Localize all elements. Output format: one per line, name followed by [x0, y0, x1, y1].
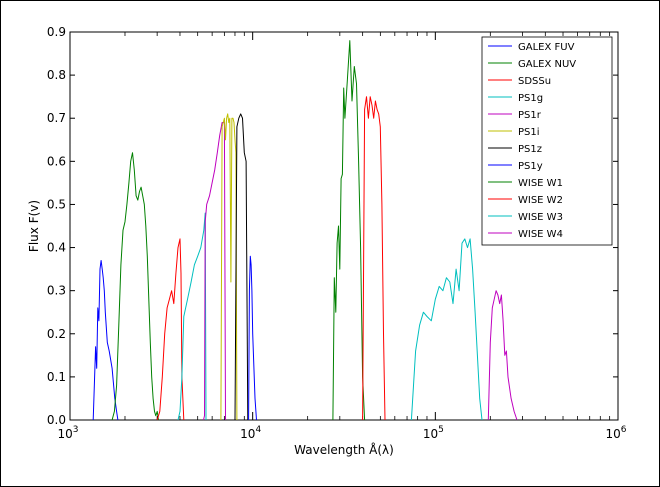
legend-label: PS1z — [518, 144, 542, 155]
series-line-sdssu — [156, 238, 185, 421]
legend-label: WISE W4 — [518, 229, 563, 240]
series-line-ps1z — [234, 113, 249, 421]
series-line-galex-fuv — [92, 260, 119, 421]
legend-box — [481, 36, 613, 246]
y-tick-label: 0.0 — [47, 413, 66, 427]
series-line-ps1g — [177, 212, 207, 421]
y-tick-label: 0.2 — [47, 327, 66, 341]
y-tick-label: 0.4 — [47, 241, 66, 255]
y-tick-label: 0.9 — [47, 25, 66, 39]
legend-label: WISE W1 — [518, 178, 563, 189]
legend-label: PS1y — [518, 161, 543, 172]
series-line-ps1r — [203, 122, 226, 421]
ticks: 0.0 0.1 0.2 0.3 0.4 0.5 0.6 0.7 0.8 0.9 103 104 105 1… — [47, 25, 627, 441]
legend-label: SDSSu — [518, 76, 551, 87]
axes-box — [69, 31, 619, 421]
series-line-ps1i — [220, 113, 238, 421]
y-tick-label: 0.6 — [47, 154, 66, 168]
series-line-wise-w1 — [332, 40, 366, 421]
legend: GALEX FUV GALEX NUV SDSSu PS1g PS1r PS1i PS1z P… — [481, 36, 613, 246]
series-layer — [92, 40, 518, 421]
series-line-ps1y — [248, 255, 257, 421]
y-tick-label: 0.3 — [47, 284, 66, 298]
legend-label: GALEX FUV — [518, 42, 575, 53]
y-tick-label: 0.8 — [47, 68, 66, 82]
legend-label: PS1i — [518, 127, 540, 138]
x-tick-label: 106 — [605, 425, 626, 441]
x-tick-label: 103 — [57, 425, 78, 441]
legend-label: PS1r — [518, 110, 542, 121]
y-axis-label: Flux F(v) — [27, 200, 41, 252]
y-tick-label: 0.5 — [47, 197, 66, 211]
legend-label: WISE W3 — [518, 212, 563, 223]
y-tick-label: 0.1 — [47, 370, 66, 384]
x-tick-label: 105 — [423, 425, 444, 441]
legend-label: PS1g — [518, 93, 543, 104]
series-line-galex-nuv — [111, 152, 159, 421]
legend-label: GALEX NUV — [518, 59, 576, 70]
x-tick-label: 104 — [240, 425, 261, 441]
y-tick-label: 0.7 — [47, 111, 66, 125]
plot-area: 0.0 0.1 0.2 0.3 0.4 0.5 0.6 0.7 0.8 0.9 103 104 105 1… — [47, 25, 627, 441]
series-line-wise-w2 — [362, 96, 386, 421]
series-line-wise-w4 — [487, 290, 518, 421]
legend-label: WISE W2 — [518, 195, 563, 206]
series-line-wise-w3 — [410, 238, 483, 421]
x-axis-label: Wavelength Å(λ) — [294, 442, 394, 457]
